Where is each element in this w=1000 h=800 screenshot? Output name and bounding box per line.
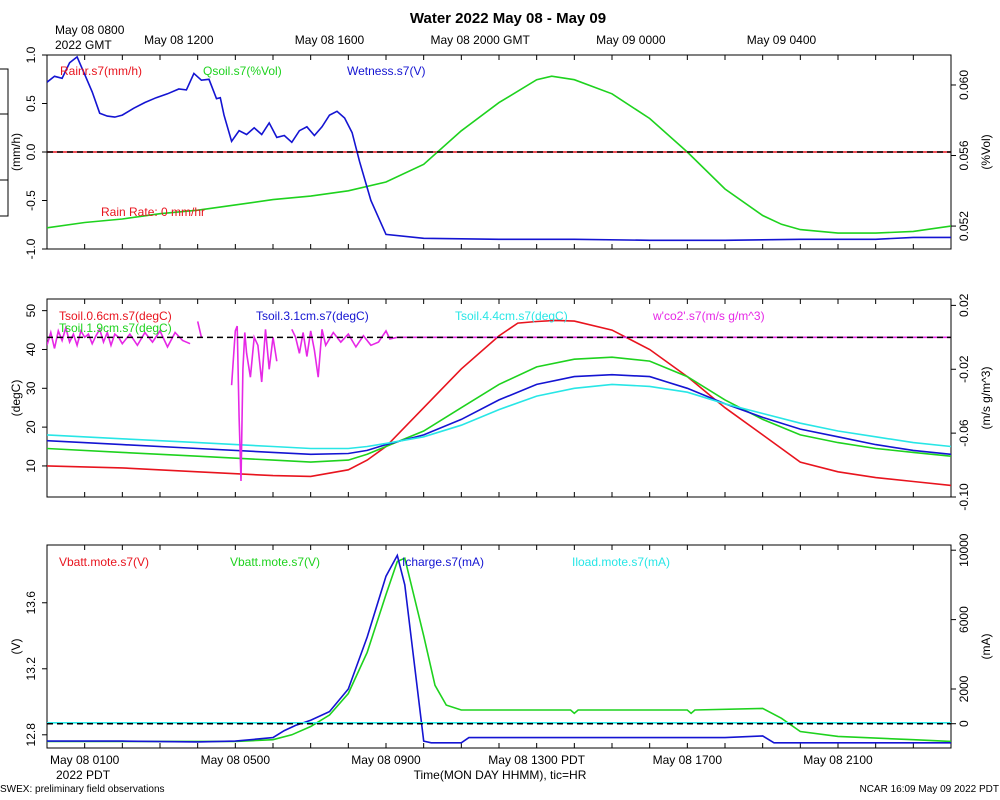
legend-label: Qsoil.s7(%Vol): [203, 64, 282, 78]
top-axis-tick-label: May 08 1200: [144, 33, 214, 47]
legend-label: Wetness.s7(V): [347, 64, 425, 78]
right-axis-tick-label: 0.056: [957, 140, 971, 170]
top-axis-tick-label: May 09 0400: [747, 33, 817, 47]
left-axis-tick-label: 12.8: [24, 723, 38, 747]
legend-label: Vbatt.mote.s7(V): [59, 555, 149, 569]
left-axis-tick-label: 0.5: [24, 95, 38, 112]
bottom-axis-tick-label: May 08 0500: [201, 753, 271, 767]
series-line-green: [47, 557, 951, 743]
series-line-cyan: [47, 383, 951, 450]
bottom-axis-tick-label: May 08 1300 PDT: [488, 753, 585, 767]
legend-label: Tsoil.3.1cm.s7(degC): [256, 309, 369, 323]
right-axis-tick-label: 6000: [957, 606, 971, 633]
panel-soil-temperature: 50 40 30 20 10 (degC) 0.02 -0.02 -0.06 -0.10 (m/s …: [9, 293, 993, 510]
top-axis-origin-line1: May 08 0800: [55, 23, 125, 37]
left-axis-tick-label: 10: [24, 459, 38, 473]
footer-right: NCAR 16:09 May 09 2022 PDT: [859, 784, 999, 795]
top-axis-origin-line2: 2022 GMT: [55, 38, 112, 52]
legend-label: Vbatt.mote.s7(V): [230, 555, 320, 569]
series-line-blue: [47, 373, 951, 456]
rain-rate-annotation: Rain Rate: 0 mm/hr: [101, 205, 205, 219]
panel-power: 13.6 13.2 12.8 (V) 10000 6000 2000 0 (mA) Vbatt.m…: [9, 533, 993, 749]
series-line-green: [47, 75, 951, 234]
series-line-blue: [47, 553, 951, 744]
series-line-magenta: [47, 321, 951, 482]
top-axis-tick-label: May 09 0000: [596, 33, 666, 47]
left-axis-tick-label: 0.0: [24, 143, 38, 160]
top-axis-tick-label: May 08 1600: [295, 33, 365, 47]
bottom-axis-ticks: May 08 0100 May 08 0500 May 08 0900 May 08 …: [50, 753, 873, 767]
right-axis-tick-label: -0.02: [957, 355, 971, 383]
chart-panels: 1.0 0.5 0.0 -0.5 -1.0 (mm/h) 0.060 0.056 0.052 (%…: [9, 46, 993, 749]
left-axis-tick-label: 20: [24, 420, 38, 434]
right-axis-label: (m/s g/m^3): [979, 367, 993, 430]
series-line-green: [47, 356, 951, 463]
panel-water: 1.0 0.5 0.0 -0.5 -1.0 (mm/h) 0.060 0.056 0.052 (%…: [9, 46, 993, 259]
legend-label: Tsoil.0.6cm.s7(degC): [59, 309, 172, 323]
top-axis-tick-label: May 08 2000 GMT: [430, 33, 530, 47]
right-axis-tick-label: 0.052: [957, 211, 971, 241]
bottom-axis-tick-label: May 08 0100: [50, 753, 120, 767]
left-axis-tick-label: 40: [24, 342, 38, 356]
legend-label: w'co2'.s7(m/s g/m^3): [652, 309, 765, 323]
legend-label: Tsoil.4.4cm.s7(degC): [455, 309, 568, 323]
x-axis-label: Time(MON DAY HHMM), tic=HR: [414, 768, 587, 782]
right-axis-tick-label: 0.02: [957, 293, 971, 317]
legend-label: Icharge.s7(mA): [402, 555, 484, 569]
panel-frame: [46, 298, 952, 498]
legend-label: Tsoil.1.9cm.s7(degC): [59, 321, 172, 335]
left-axis-tick-label: 13.6: [24, 591, 38, 615]
bottom-axis-tick-label: May 08 0900: [351, 753, 421, 767]
left-axis-label: (degC): [9, 380, 23, 417]
left-axis-label: (V): [9, 639, 23, 655]
left-edge-bracket: [0, 68, 9, 217]
left-axis-tick-label: -1.0: [24, 238, 38, 259]
footer-left: SWEX: preliminary field observations: [0, 784, 165, 795]
left-axis-tick-label: 50: [24, 304, 38, 318]
right-axis-tick-label: -0.10: [957, 483, 971, 511]
chart-title: Water 2022 May 08 - May 09: [410, 10, 606, 27]
right-axis-tick-label: 2000: [957, 675, 971, 702]
left-axis-tick-label: 30: [24, 381, 38, 395]
right-axis-tick-label: 0.060: [957, 70, 971, 100]
left-axis-tick-label: -0.5: [24, 190, 38, 211]
bottom-axis-tick-label: May 08 1700: [653, 753, 723, 767]
panel-frame: [46, 544, 952, 749]
right-axis-label: (%Vol): [979, 134, 993, 169]
right-axis-tick-label: -0.06: [957, 419, 971, 447]
legend-label: Rainr.s7(mm/h): [60, 64, 142, 78]
series-line-blue: [47, 55, 951, 242]
left-axis-tick-label: 1.0: [24, 46, 38, 63]
top-axis-ticks: May 08 1200 May 08 1600 May 08 2000 GMT May…: [144, 33, 816, 47]
right-axis-tick-label: 0: [957, 720, 971, 727]
series-line-red: [47, 319, 951, 487]
left-axis-label: (mm/h): [9, 133, 23, 171]
left-axis-tick-label: 13.2: [24, 657, 38, 681]
right-axis-label: (mA): [979, 634, 993, 660]
bottom-axis-tick-label: May 08 2100: [803, 753, 873, 767]
right-axis-tick-label: 10000: [957, 533, 971, 567]
bottom-axis-origin-line2: 2022 PDT: [56, 768, 111, 782]
legend-label: Iload.mote.s7(mA): [572, 555, 670, 569]
